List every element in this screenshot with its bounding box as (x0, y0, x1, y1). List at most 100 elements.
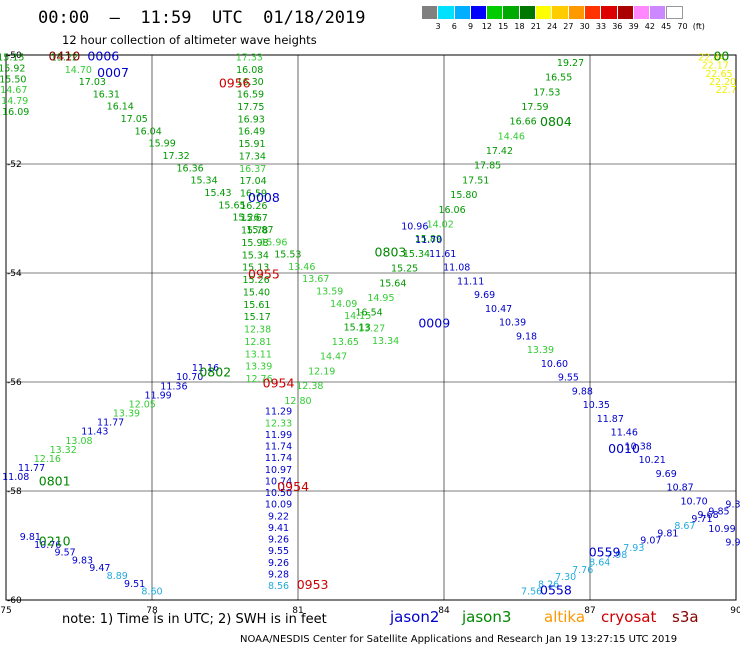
swh-value: 14.15 (344, 311, 371, 322)
x-tick-label: 81 (292, 606, 303, 616)
swh-value: 14.70 (65, 65, 92, 76)
pass-label: 0954 (277, 479, 309, 494)
pass-label: 0956 (219, 76, 251, 91)
swh-value: 9.37 (725, 499, 740, 510)
swh-value: 13.27 (358, 324, 385, 335)
y-tick-label: -60 (7, 596, 22, 606)
swh-value: 9.57 (55, 548, 76, 559)
page-title: 00:00 – 11:59 UTC 01/18/2019 (38, 8, 366, 28)
swh-value: 10.74 (265, 476, 292, 487)
swh-value: 9.26 (268, 558, 289, 569)
swh-value: 9.81 (657, 528, 678, 539)
swh-value: 11.43 (81, 427, 108, 438)
legend-item-jason2: jason2 (390, 608, 440, 626)
swh-value: 22.65 (705, 69, 732, 80)
colorbar-tick-label: 27 (563, 22, 574, 31)
swh-value: 9.28 (268, 569, 289, 580)
swh-value: 15.99 (149, 139, 176, 150)
swh-value: 9.92 (725, 538, 740, 549)
swh-value: 15.25 (391, 264, 418, 275)
swh-value: 12.38 (296, 381, 323, 392)
swh-value: 9.68 (697, 510, 718, 521)
colorbar (422, 6, 683, 19)
swh-value: 9.18 (516, 331, 537, 342)
colorbar-swatch (503, 6, 520, 19)
swh-value: 15.13 (344, 322, 371, 333)
swh-value: 17.51 (462, 175, 489, 186)
swh-value: 15.26 (232, 213, 259, 224)
swh-value: 12.05 (129, 399, 156, 410)
colorbar-swatch (584, 6, 602, 19)
swh-value: 9.51 (124, 579, 145, 590)
swh-value: 14.79 (1, 96, 28, 107)
swh-value: 7.30 (555, 572, 576, 583)
swh-value: 22.7 (716, 85, 737, 96)
x-tick-label: 75 (0, 606, 11, 616)
swh-value: 22.17 (702, 61, 729, 72)
swh-value: 13.39 (245, 362, 272, 373)
swh-value: 12.80 (284, 396, 311, 407)
swh-value: 8.26 (538, 579, 559, 590)
swh-value: 15.34 (403, 249, 430, 260)
swh-value: 13.67 (302, 274, 329, 285)
swh-value: 17.32 (163, 151, 190, 162)
swh-value: 10.38 (625, 441, 652, 452)
colorbar-tick-label: 15 (498, 22, 509, 31)
swh-value: 9.81 (20, 532, 41, 543)
pass-label: 0008 (248, 190, 280, 205)
swh-value: 15.26 (242, 275, 269, 286)
pass-label: 0955 (248, 266, 280, 281)
swh-value: 9.69 (474, 290, 495, 301)
swh-value: 15.15 (0, 52, 24, 63)
swh-value: 13.32 (50, 445, 77, 456)
swh-value: 14.09 (330, 299, 357, 310)
swh-value: 9.85 (708, 507, 729, 518)
colorbar-swatch (552, 6, 569, 19)
colorbar-swatch (519, 6, 537, 19)
swh-value: 10.35 (583, 400, 610, 411)
swh-value: 9.69 (656, 469, 677, 480)
pass-label: 0010 (608, 441, 640, 456)
swh-value: 15.40 (243, 287, 270, 298)
swh-value: 9.47 (89, 563, 110, 574)
swh-value: 10.09 (265, 500, 292, 511)
colorbar-tick-label: 42 (644, 22, 655, 31)
swh-value: 14.95 (367, 293, 394, 304)
colorbar-swatch (438, 6, 455, 19)
swh-value: 12.33 (265, 418, 292, 429)
swh-value: 11.08 (443, 263, 470, 274)
swh-value: 11.77 (18, 463, 45, 474)
swh-value: 16.66 (510, 117, 537, 128)
swh-value: 12.76 (245, 374, 272, 385)
swh-value: 7.76 (572, 565, 593, 576)
swh-value: 11.70 (415, 235, 442, 246)
colorbar-tick-label: 12 (481, 22, 492, 31)
legend-item-cryosat: cryosat (601, 608, 657, 626)
swh-value: 14.46 (498, 131, 525, 142)
swh-value: 11.99 (144, 390, 171, 401)
y-tick-label: -52 (7, 160, 22, 170)
swh-value: 16.54 (355, 308, 382, 319)
pass-label: 0410 (48, 48, 80, 63)
swh-value: 16.49 (238, 127, 265, 138)
colorbar-swatch (650, 6, 667, 19)
swh-value: 17.03 (79, 77, 106, 88)
swh-value: 13.65 (332, 337, 359, 348)
swh-value: 10.60 (541, 359, 568, 370)
swh-value: 10.21 (639, 455, 666, 466)
swh-value: 11.77 (97, 418, 124, 429)
colorbar-swatch (454, 6, 471, 19)
swh-value: 15.34 (190, 176, 217, 187)
swh-value: 11.74 (265, 453, 292, 464)
swh-value: 16.08 (236, 65, 263, 76)
colorbar-tick-label: 9 (468, 22, 474, 31)
swh-value: 15.65 (218, 200, 245, 211)
swh-value: 10.96 (401, 221, 428, 232)
swh-value: 10.47 (485, 304, 512, 315)
swh-value: 16.26 (240, 201, 267, 212)
swh-value: 16.93 (238, 114, 265, 125)
swh-value: 16.06 (438, 205, 465, 216)
swh-value: 15.89 (415, 234, 442, 245)
swh-value: 7.93 (623, 543, 644, 554)
pass-label: 0210 (39, 534, 71, 549)
